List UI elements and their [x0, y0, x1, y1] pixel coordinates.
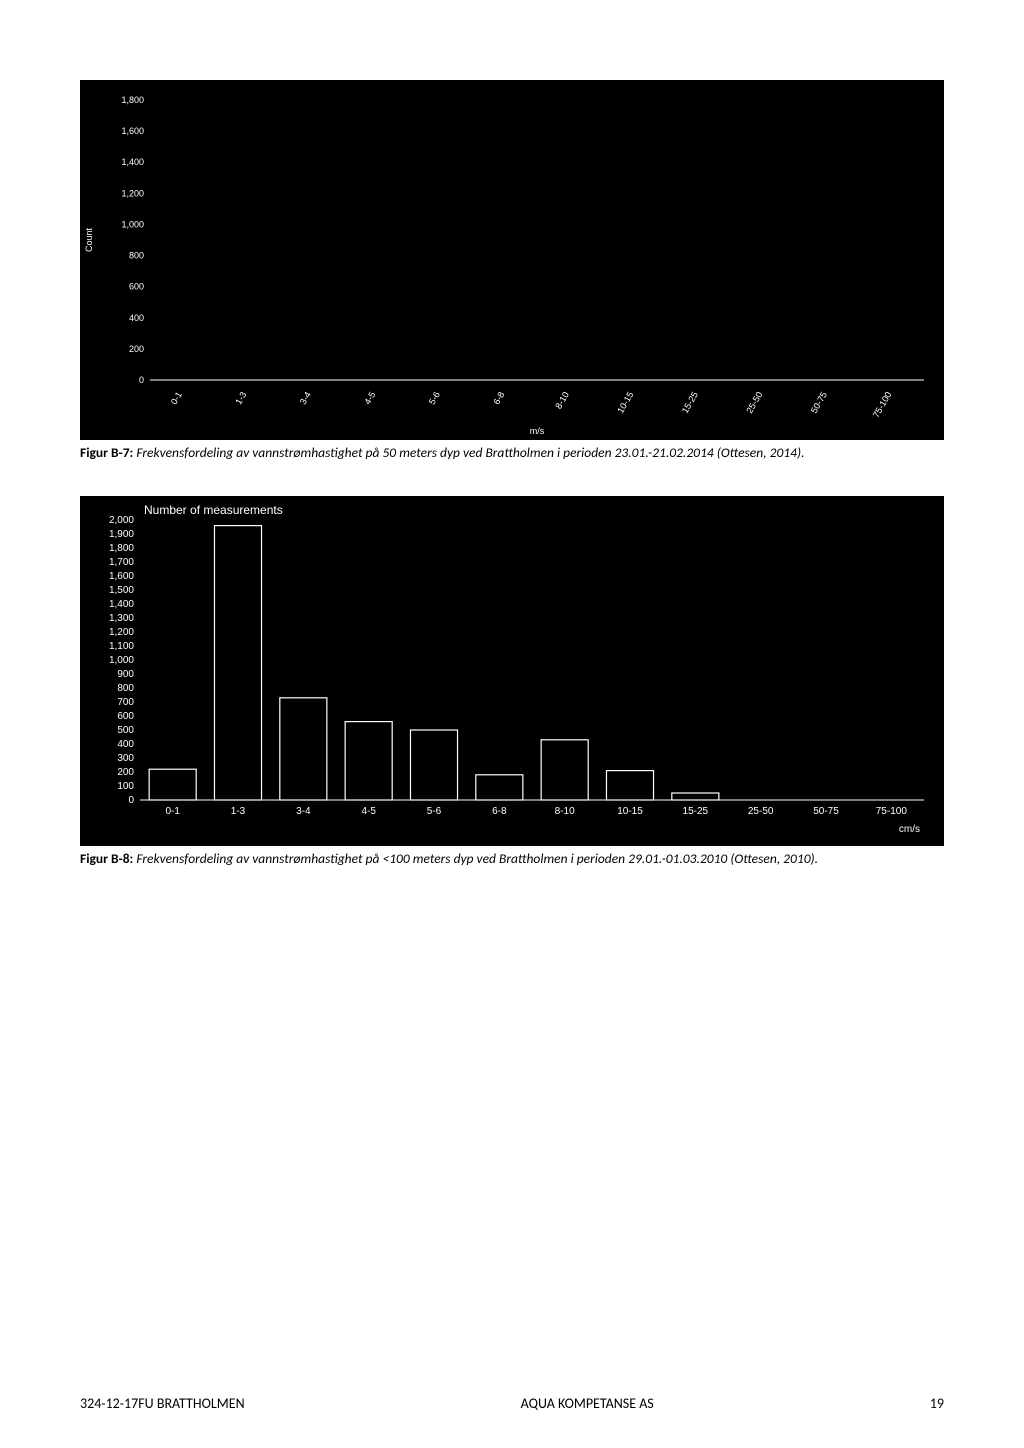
caption-b8-text: Frekvensfordeling av vannstrømhastighet …	[136, 850, 818, 867]
svg-text:200: 200	[129, 344, 144, 354]
svg-text:Number of measurements: Number of measurements	[144, 503, 283, 517]
footer-right: 19	[930, 1395, 944, 1412]
svg-text:1,500: 1,500	[109, 585, 134, 596]
svg-text:1,000: 1,000	[109, 655, 134, 666]
svg-text:1,200: 1,200	[109, 627, 134, 638]
svg-text:0: 0	[139, 375, 144, 385]
svg-text:8-10: 8-10	[553, 390, 571, 411]
svg-text:1,800: 1,800	[109, 543, 134, 554]
svg-text:1,300: 1,300	[109, 613, 134, 624]
svg-text:100: 100	[117, 781, 134, 792]
svg-text:3-4: 3-4	[298, 390, 313, 406]
svg-text:900: 900	[117, 669, 134, 680]
footer-center: AQUA KOMPETANSE AS	[521, 1395, 654, 1412]
caption-b7-label: Figur B-7:	[80, 444, 133, 461]
svg-text:0-1: 0-1	[165, 806, 180, 817]
svg-text:75-100: 75-100	[871, 390, 894, 419]
svg-text:1,100: 1,100	[109, 641, 134, 652]
svg-text:2,000: 2,000	[109, 515, 134, 526]
svg-text:m/s: m/s	[530, 426, 545, 436]
chart-b7: Count 0 200 400 600 800 1,000 1,200 1,400 1,600 1,…	[80, 80, 944, 440]
svg-text:6-8: 6-8	[491, 390, 506, 406]
svg-text:1-3: 1-3	[231, 806, 246, 817]
svg-text:600: 600	[129, 282, 144, 292]
svg-text:10-15: 10-15	[615, 390, 635, 415]
caption-b7: Figur B-7: Frekvensfordeling av vannstrø…	[80, 444, 944, 462]
svg-text:600: 600	[117, 711, 134, 722]
svg-text:400: 400	[117, 739, 134, 750]
svg-text:75-100: 75-100	[876, 806, 908, 817]
svg-text:15-25: 15-25	[683, 806, 709, 817]
svg-text:1,400: 1,400	[109, 599, 134, 610]
svg-text:50-75: 50-75	[809, 390, 829, 415]
svg-text:10-15: 10-15	[617, 806, 643, 817]
caption-b8: Figur B-8: Frekvensfordeling av vannstrø…	[80, 850, 944, 868]
svg-text:Count: Count	[84, 228, 94, 253]
svg-text:500: 500	[117, 725, 134, 736]
svg-text:3-4: 3-4	[296, 806, 311, 817]
svg-text:25-50: 25-50	[748, 806, 774, 817]
caption-b8-label: Figur B-8:	[80, 850, 133, 867]
svg-text:15-25: 15-25	[680, 390, 700, 415]
svg-text:1,700: 1,700	[109, 557, 134, 568]
svg-text:1,600: 1,600	[121, 126, 144, 136]
page-footer: 324-12-17FU BRATTHOLMEN AQUA KOMPETANSE …	[80, 1395, 944, 1412]
svg-text:1,800: 1,800	[121, 95, 144, 105]
svg-text:50-75: 50-75	[813, 806, 839, 817]
svg-text:6-8: 6-8	[492, 806, 507, 817]
svg-text:1,200: 1,200	[121, 188, 144, 198]
svg-text:0: 0	[128, 795, 134, 806]
svg-text:25-50: 25-50	[744, 390, 764, 415]
svg-text:8-10: 8-10	[555, 806, 575, 817]
svg-text:800: 800	[129, 251, 144, 261]
svg-text:5-6: 5-6	[427, 390, 442, 406]
svg-text:4-5: 4-5	[361, 806, 376, 817]
svg-text:0-1: 0-1	[169, 390, 184, 406]
caption-b7-text: Frekvensfordeling av vannstrømhastighet …	[136, 444, 804, 461]
chart-b8: Number of measurements 0 100 200 300 400 500 60…	[80, 496, 944, 846]
svg-text:200: 200	[117, 767, 134, 778]
svg-text:300: 300	[117, 753, 134, 764]
svg-text:800: 800	[117, 683, 134, 694]
svg-text:700: 700	[117, 697, 134, 708]
svg-text:1,400: 1,400	[121, 157, 144, 167]
svg-text:1,600: 1,600	[109, 571, 134, 582]
svg-text:cm/s: cm/s	[899, 824, 920, 835]
svg-text:5-6: 5-6	[427, 806, 442, 817]
svg-text:400: 400	[129, 313, 144, 323]
footer-left: 324-12-17FU BRATTHOLMEN	[80, 1395, 245, 1412]
svg-text:4-5: 4-5	[362, 390, 377, 406]
svg-text:1,000: 1,000	[121, 219, 144, 229]
svg-text:1-3: 1-3	[233, 390, 248, 406]
svg-text:1,900: 1,900	[109, 529, 134, 540]
